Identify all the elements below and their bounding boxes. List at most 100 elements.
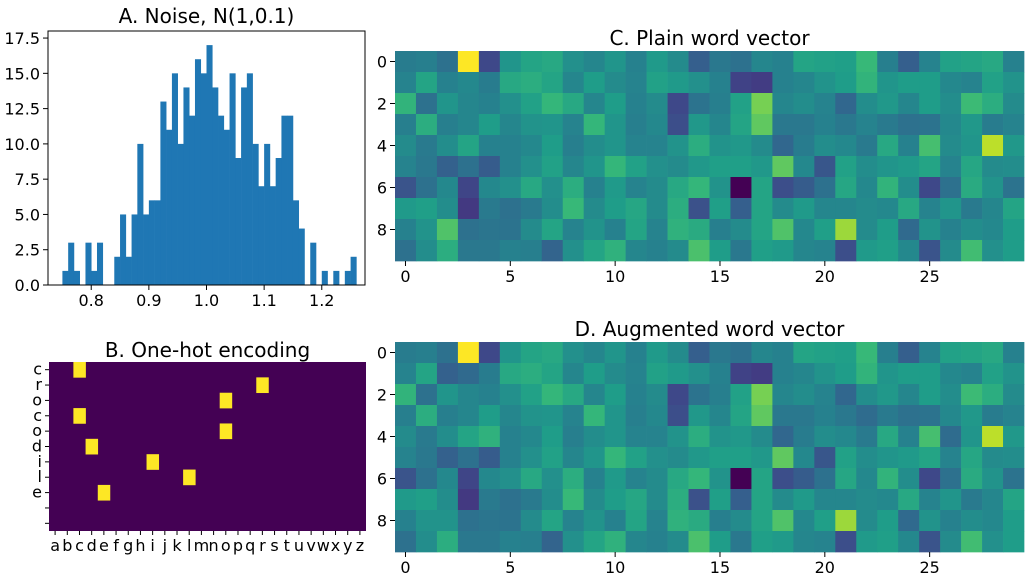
heatmap-cell bbox=[940, 489, 962, 511]
heatmap-cell bbox=[1003, 531, 1025, 553]
heatmap-cell bbox=[478, 363, 501, 385]
heatmap-cell bbox=[919, 342, 941, 364]
histogram-bar bbox=[166, 129, 173, 285]
heatmap-cell bbox=[961, 447, 983, 469]
heatmap-cell bbox=[604, 426, 626, 448]
heatmap-cell bbox=[583, 468, 606, 490]
y-tick-label: d bbox=[32, 437, 42, 456]
histogram-bar bbox=[333, 270, 340, 285]
histogram-bar bbox=[350, 256, 357, 285]
panel-augmented-word-vector: 0 5 10 15 20 25 0 2 4 6 8 D. Augmented word vector bbox=[377, 317, 1025, 577]
heatmap-cell bbox=[898, 240, 920, 262]
heatmap-cell bbox=[478, 72, 501, 94]
heatmap-cell bbox=[919, 384, 941, 406]
heatmap-cell bbox=[1003, 363, 1025, 385]
heatmap-cell bbox=[499, 426, 522, 448]
heatmap-cell bbox=[457, 468, 480, 490]
heatmap-cell bbox=[709, 426, 731, 448]
heatmap-cell bbox=[478, 342, 501, 364]
heatmap-cell bbox=[940, 156, 962, 178]
histogram-bar bbox=[246, 73, 253, 285]
y-tick-label: 8 bbox=[377, 221, 387, 240]
heatmap-cell bbox=[940, 363, 962, 385]
y-tick-label: 2.5 bbox=[15, 241, 40, 260]
heatmap-cell bbox=[856, 531, 878, 553]
heatmap-cell bbox=[898, 198, 920, 220]
one-hot-cell bbox=[219, 423, 233, 440]
heatmap-cell bbox=[562, 198, 585, 220]
heatmap-cell bbox=[772, 51, 794, 73]
heatmap-cell bbox=[814, 198, 836, 220]
heatmap-cell bbox=[646, 198, 668, 220]
heatmap-cell bbox=[541, 198, 564, 220]
heatmap-cell bbox=[1003, 219, 1025, 241]
heatmap-cell bbox=[856, 114, 878, 136]
heatmap-cell bbox=[709, 384, 731, 406]
heatmap-cell bbox=[604, 510, 626, 532]
heatmap-cell bbox=[604, 240, 626, 262]
heatmap-cell bbox=[835, 114, 857, 136]
heatmap-cell bbox=[751, 114, 773, 136]
heatmap-cell bbox=[751, 405, 773, 427]
heatmap-cell bbox=[772, 219, 794, 241]
heatmap-cell bbox=[395, 135, 417, 157]
heatmap-cell bbox=[751, 384, 773, 406]
heatmap-cell bbox=[793, 93, 815, 115]
heatmap-cell bbox=[856, 405, 878, 427]
heatmap-cell bbox=[646, 384, 668, 406]
heatmap-cell bbox=[793, 447, 815, 469]
heatmap-cell bbox=[793, 405, 815, 427]
heatmap-cell bbox=[730, 156, 752, 178]
x-tick-label: l bbox=[187, 536, 191, 555]
heatmap-cell bbox=[395, 342, 417, 364]
heatmap-cell bbox=[604, 468, 626, 490]
heatmap-cell bbox=[667, 72, 689, 94]
heatmap-cell bbox=[898, 447, 920, 469]
heatmap-cell bbox=[835, 426, 857, 448]
heatmap-cell bbox=[793, 177, 815, 199]
heatmap-cell bbox=[835, 405, 857, 427]
heatmap-cell bbox=[395, 405, 417, 427]
x-tick-label: 1.2 bbox=[309, 291, 334, 310]
heatmap-cell bbox=[667, 384, 689, 406]
x-tick-label: 15 bbox=[710, 558, 730, 577]
heatmap-cell bbox=[562, 93, 585, 115]
heatmap-cell bbox=[415, 405, 438, 427]
heatmap-cell bbox=[919, 198, 941, 220]
heatmap-cell bbox=[625, 240, 647, 262]
heatmap-cell bbox=[898, 531, 920, 553]
heatmap-cell bbox=[415, 219, 438, 241]
heatmap-cell bbox=[772, 198, 794, 220]
histogram-bar bbox=[292, 200, 300, 285]
histogram-bar bbox=[154, 200, 161, 285]
heatmap-cell bbox=[730, 447, 752, 469]
y-tick-label: 7.5 bbox=[15, 170, 40, 189]
heatmap-cell bbox=[877, 240, 899, 262]
heatmap-cell bbox=[415, 240, 438, 262]
heatmap-cell bbox=[646, 93, 668, 115]
heatmap-cell bbox=[541, 177, 564, 199]
heatmap-cell bbox=[835, 363, 857, 385]
heatmap-cell bbox=[730, 198, 752, 220]
x-tick-label: a bbox=[50, 536, 60, 555]
heatmap-cell bbox=[646, 72, 668, 94]
heatmap-cell bbox=[856, 135, 878, 157]
heatmap-cell bbox=[730, 384, 752, 406]
heatmap-cell bbox=[751, 135, 773, 157]
heatmap-cell bbox=[646, 468, 668, 490]
heatmap-cell bbox=[940, 135, 962, 157]
heatmap-cell bbox=[667, 93, 689, 115]
heatmap-cell bbox=[499, 342, 522, 364]
heatmap-cell bbox=[982, 489, 1004, 511]
y-tick-label: 5.0 bbox=[15, 205, 40, 224]
heatmap-cell bbox=[940, 177, 962, 199]
heatmap-cell bbox=[604, 93, 626, 115]
histogram-bar bbox=[241, 87, 248, 285]
heatmap-cell bbox=[856, 489, 878, 511]
heatmap-cell bbox=[814, 510, 836, 532]
y-tick-label: e bbox=[32, 483, 42, 502]
heatmap-cell bbox=[898, 342, 920, 364]
heatmap-cell bbox=[499, 114, 522, 136]
heatmap-cell bbox=[856, 177, 878, 199]
heatmap-cell bbox=[520, 468, 543, 490]
